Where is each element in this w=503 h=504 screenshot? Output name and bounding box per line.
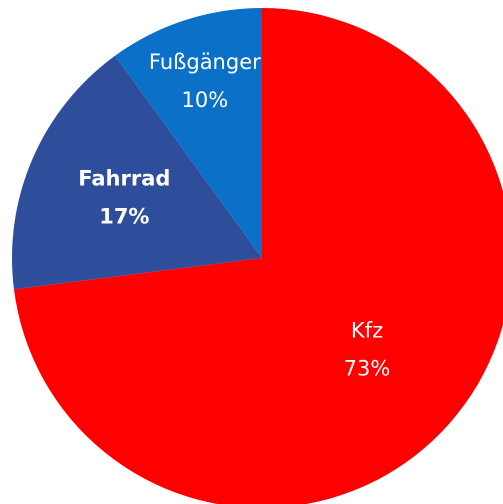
pie-slice	[115, 8, 263, 258]
pie-slice	[13, 8, 503, 504]
slice-value-label: 17%	[99, 204, 149, 228]
slice-category-label: Fußgänger	[149, 50, 261, 74]
slice-value-label: 10%	[181, 88, 228, 112]
slice-value-label: 73%	[344, 357, 391, 381]
slice-category-label: Fahrrad	[78, 166, 170, 190]
pie-slice	[11, 55, 262, 290]
slice-category-label: Kfz	[351, 319, 383, 343]
